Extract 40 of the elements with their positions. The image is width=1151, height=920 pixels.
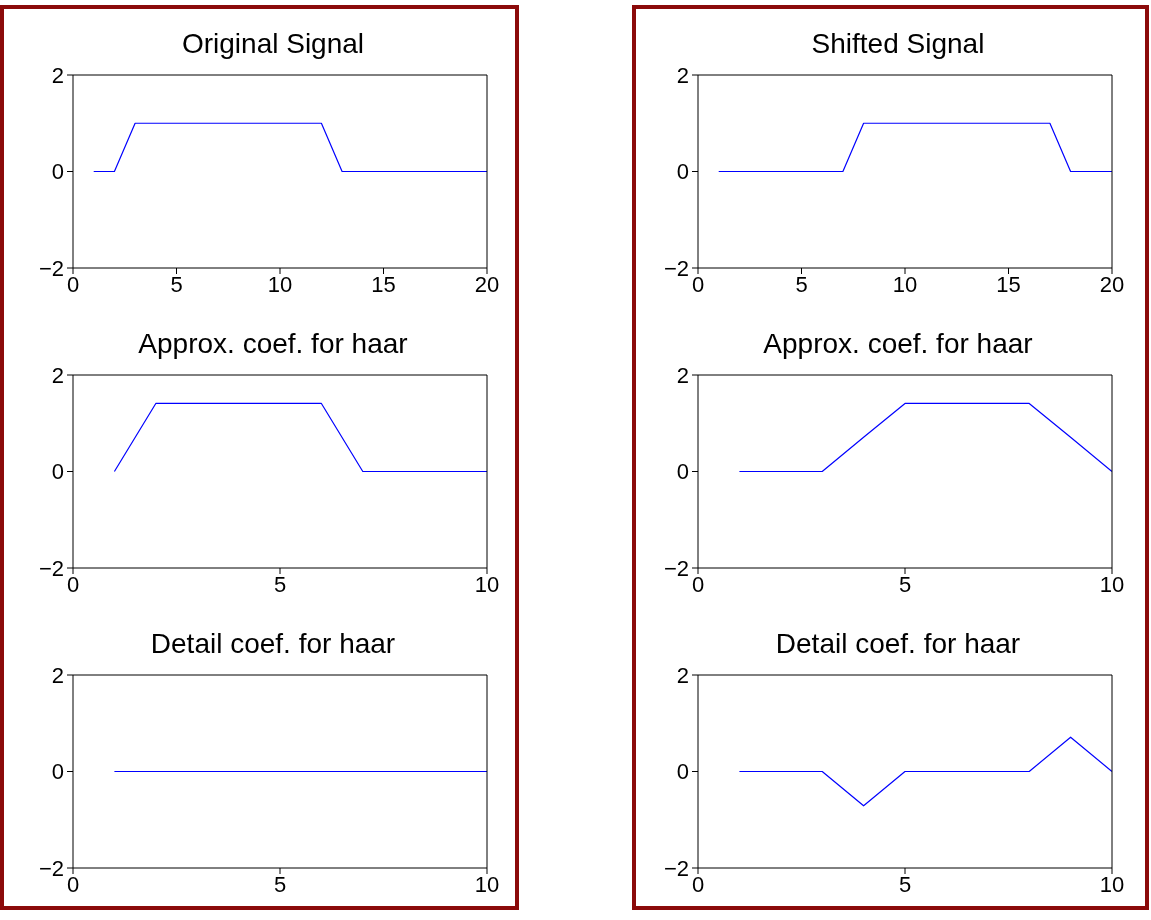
y-tick-label: −2 bbox=[663, 855, 689, 881]
y-tick-label: −2 bbox=[663, 555, 689, 581]
chart-title: Approx. coef. for haar bbox=[138, 328, 408, 359]
x-tick-label: 5 bbox=[898, 871, 912, 897]
x-tick-label: 5 bbox=[795, 271, 808, 297]
y-tick-label: 0 bbox=[51, 759, 64, 784]
y-tick-label: −2 bbox=[38, 855, 64, 881]
x-tick-label: 10 bbox=[474, 571, 500, 597]
chart-title: Detail coef. for haar bbox=[150, 628, 396, 659]
y-tick-label: 2 bbox=[51, 62, 64, 88]
x-tick-label: 5 bbox=[170, 271, 183, 297]
x-tick-label: 10 bbox=[1099, 871, 1125, 897]
x-tick-label: 10 bbox=[1099, 571, 1125, 597]
y-tick-label: 0 bbox=[51, 459, 64, 484]
y-tick-label: 2 bbox=[51, 362, 64, 388]
x-tick-label: 15 bbox=[371, 271, 396, 297]
y-tick-label: −2 bbox=[38, 255, 64, 281]
chart-title: Original Signal bbox=[181, 28, 365, 59]
y-tick-label: 0 bbox=[51, 159, 64, 184]
x-tick-label: 15 bbox=[996, 271, 1021, 297]
chart-title: Detail coef. for haar bbox=[775, 628, 1021, 659]
x-tick-label: 10 bbox=[267, 271, 293, 297]
y-tick-label: −2 bbox=[38, 555, 64, 581]
y-tick-label: −2 bbox=[663, 255, 689, 281]
y-tick-label: 0 bbox=[676, 159, 689, 184]
x-tick-label: 20 bbox=[1099, 271, 1125, 297]
x-tick-label: 20 bbox=[474, 271, 500, 297]
x-tick-label: 5 bbox=[273, 871, 287, 897]
x-tick-label: 5 bbox=[273, 571, 287, 597]
x-tick-label: 5 bbox=[898, 571, 912, 597]
x-tick-label: 10 bbox=[474, 871, 500, 897]
y-tick-label: 2 bbox=[676, 662, 689, 688]
y-tick-label: 2 bbox=[676, 62, 689, 88]
chart-title: Shifted Signal bbox=[811, 28, 985, 59]
y-tick-label: 2 bbox=[676, 362, 689, 388]
y-tick-label: 0 bbox=[676, 459, 689, 484]
y-tick-label: 0 bbox=[676, 759, 689, 784]
chart-title: Approx. coef. for haar bbox=[763, 328, 1033, 359]
x-tick-label: 10 bbox=[892, 271, 918, 297]
y-tick-label: 2 bbox=[51, 662, 64, 688]
